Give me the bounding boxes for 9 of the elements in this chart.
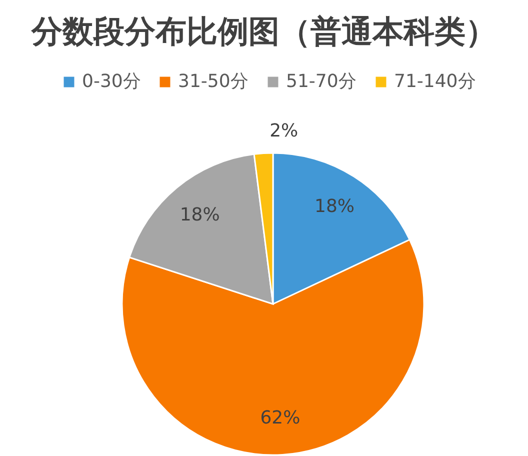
data-label: 2% (270, 120, 298, 142)
legend-label: 71-140分 (394, 71, 476, 92)
chart-title: 分数段分布比例图（普通本科类） (30, 14, 496, 50)
legend-label: 0-30分 (82, 71, 141, 92)
data-label: 18% (180, 204, 220, 226)
legend-label: 51-70分 (286, 71, 356, 92)
data-label: 18% (314, 196, 354, 218)
legend-label: 31-50分 (178, 71, 248, 92)
data-label: 62% (260, 408, 300, 429)
